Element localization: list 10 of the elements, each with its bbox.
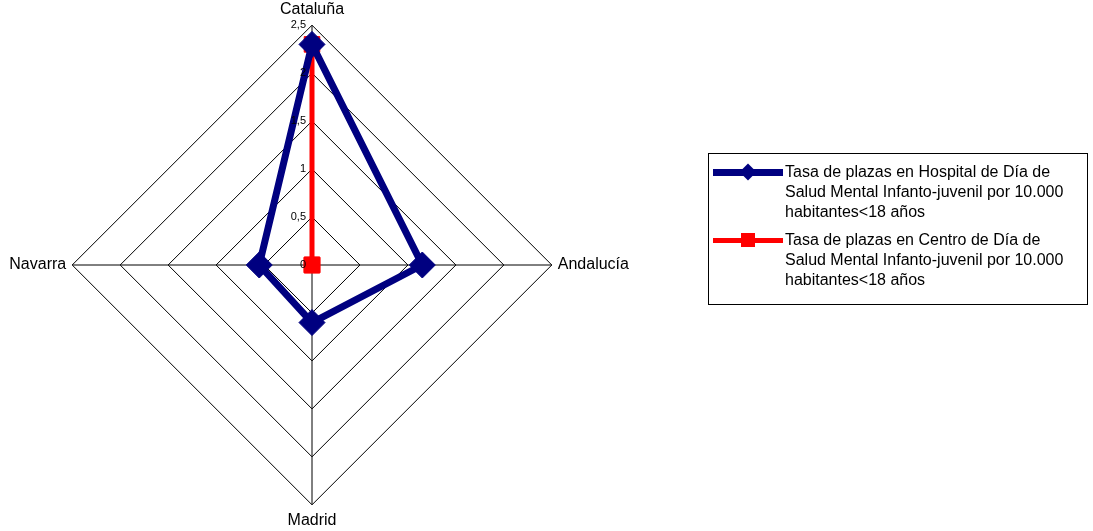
legend-label: Tasa de plazas en Centro de Día de Salud Mental Infanto-juvenil por 10.000 habitantes<18 años [784, 230, 1065, 290]
spoke-label: Madrid [287, 510, 337, 528]
y-tick-label: 2,5 [290, 18, 306, 31]
spoke-label: Andalucía [557, 255, 630, 273]
y-tick-label: 0 [299, 258, 306, 271]
spoke-label: Cataluña [279, 0, 345, 18]
y-tick-label: 0,5 [290, 210, 306, 223]
legend-label: Tasa de plazas en Hospital de Día de Salud Mental Infanto-juvenil por 10.000 habitantes<18 años [784, 162, 1065, 222]
spoke-label: Navarra [9, 255, 67, 273]
y-tick-label: 1 [299, 162, 306, 175]
